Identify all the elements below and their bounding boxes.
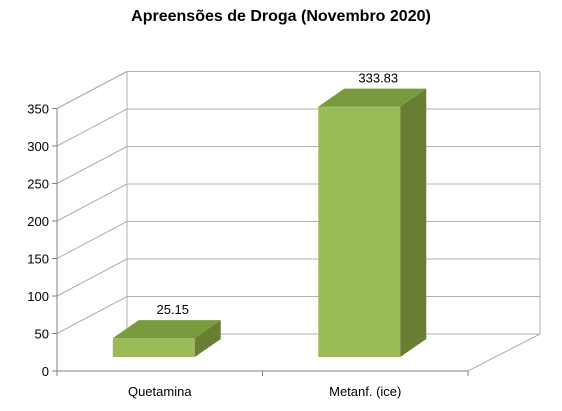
gridline-diagonal xyxy=(56,258,128,297)
bar-top xyxy=(318,88,427,107)
gridline-diagonal xyxy=(56,146,128,184)
y-tick-label: 100 xyxy=(27,289,49,304)
floor-right-edge xyxy=(467,333,541,372)
bar-side xyxy=(194,320,221,357)
gridline-diagonal xyxy=(56,221,128,259)
y-tick-label: 150 xyxy=(27,252,49,267)
y-tick-label: 200 xyxy=(27,214,49,229)
y-tick-label: 0 xyxy=(42,364,49,379)
side-wall-top-edge xyxy=(56,71,128,109)
bar-metanf-ice- xyxy=(318,88,427,357)
y-tick-label: 50 xyxy=(35,327,49,342)
bar-quetamina xyxy=(112,320,221,357)
bar-top xyxy=(112,320,221,339)
gridline-diagonal xyxy=(56,108,128,147)
bar-side xyxy=(400,88,427,357)
x-tick-label: Quetamina xyxy=(128,384,192,399)
y-tick-label: 250 xyxy=(27,177,49,192)
data-label: 333.83 xyxy=(358,71,398,86)
gridline-diagonal xyxy=(56,183,128,222)
x-tick-label: Metanf. (ice) xyxy=(329,384,401,399)
y-tick-label: 350 xyxy=(27,102,49,117)
bar-front xyxy=(112,338,195,357)
gridline-diagonal xyxy=(56,296,128,334)
y-tick-label: 300 xyxy=(27,139,49,154)
chart-title: Apreensões de Droga (Novembro 2020) xyxy=(131,8,431,25)
data-label: 25.15 xyxy=(156,302,189,317)
bar-front xyxy=(318,106,401,357)
